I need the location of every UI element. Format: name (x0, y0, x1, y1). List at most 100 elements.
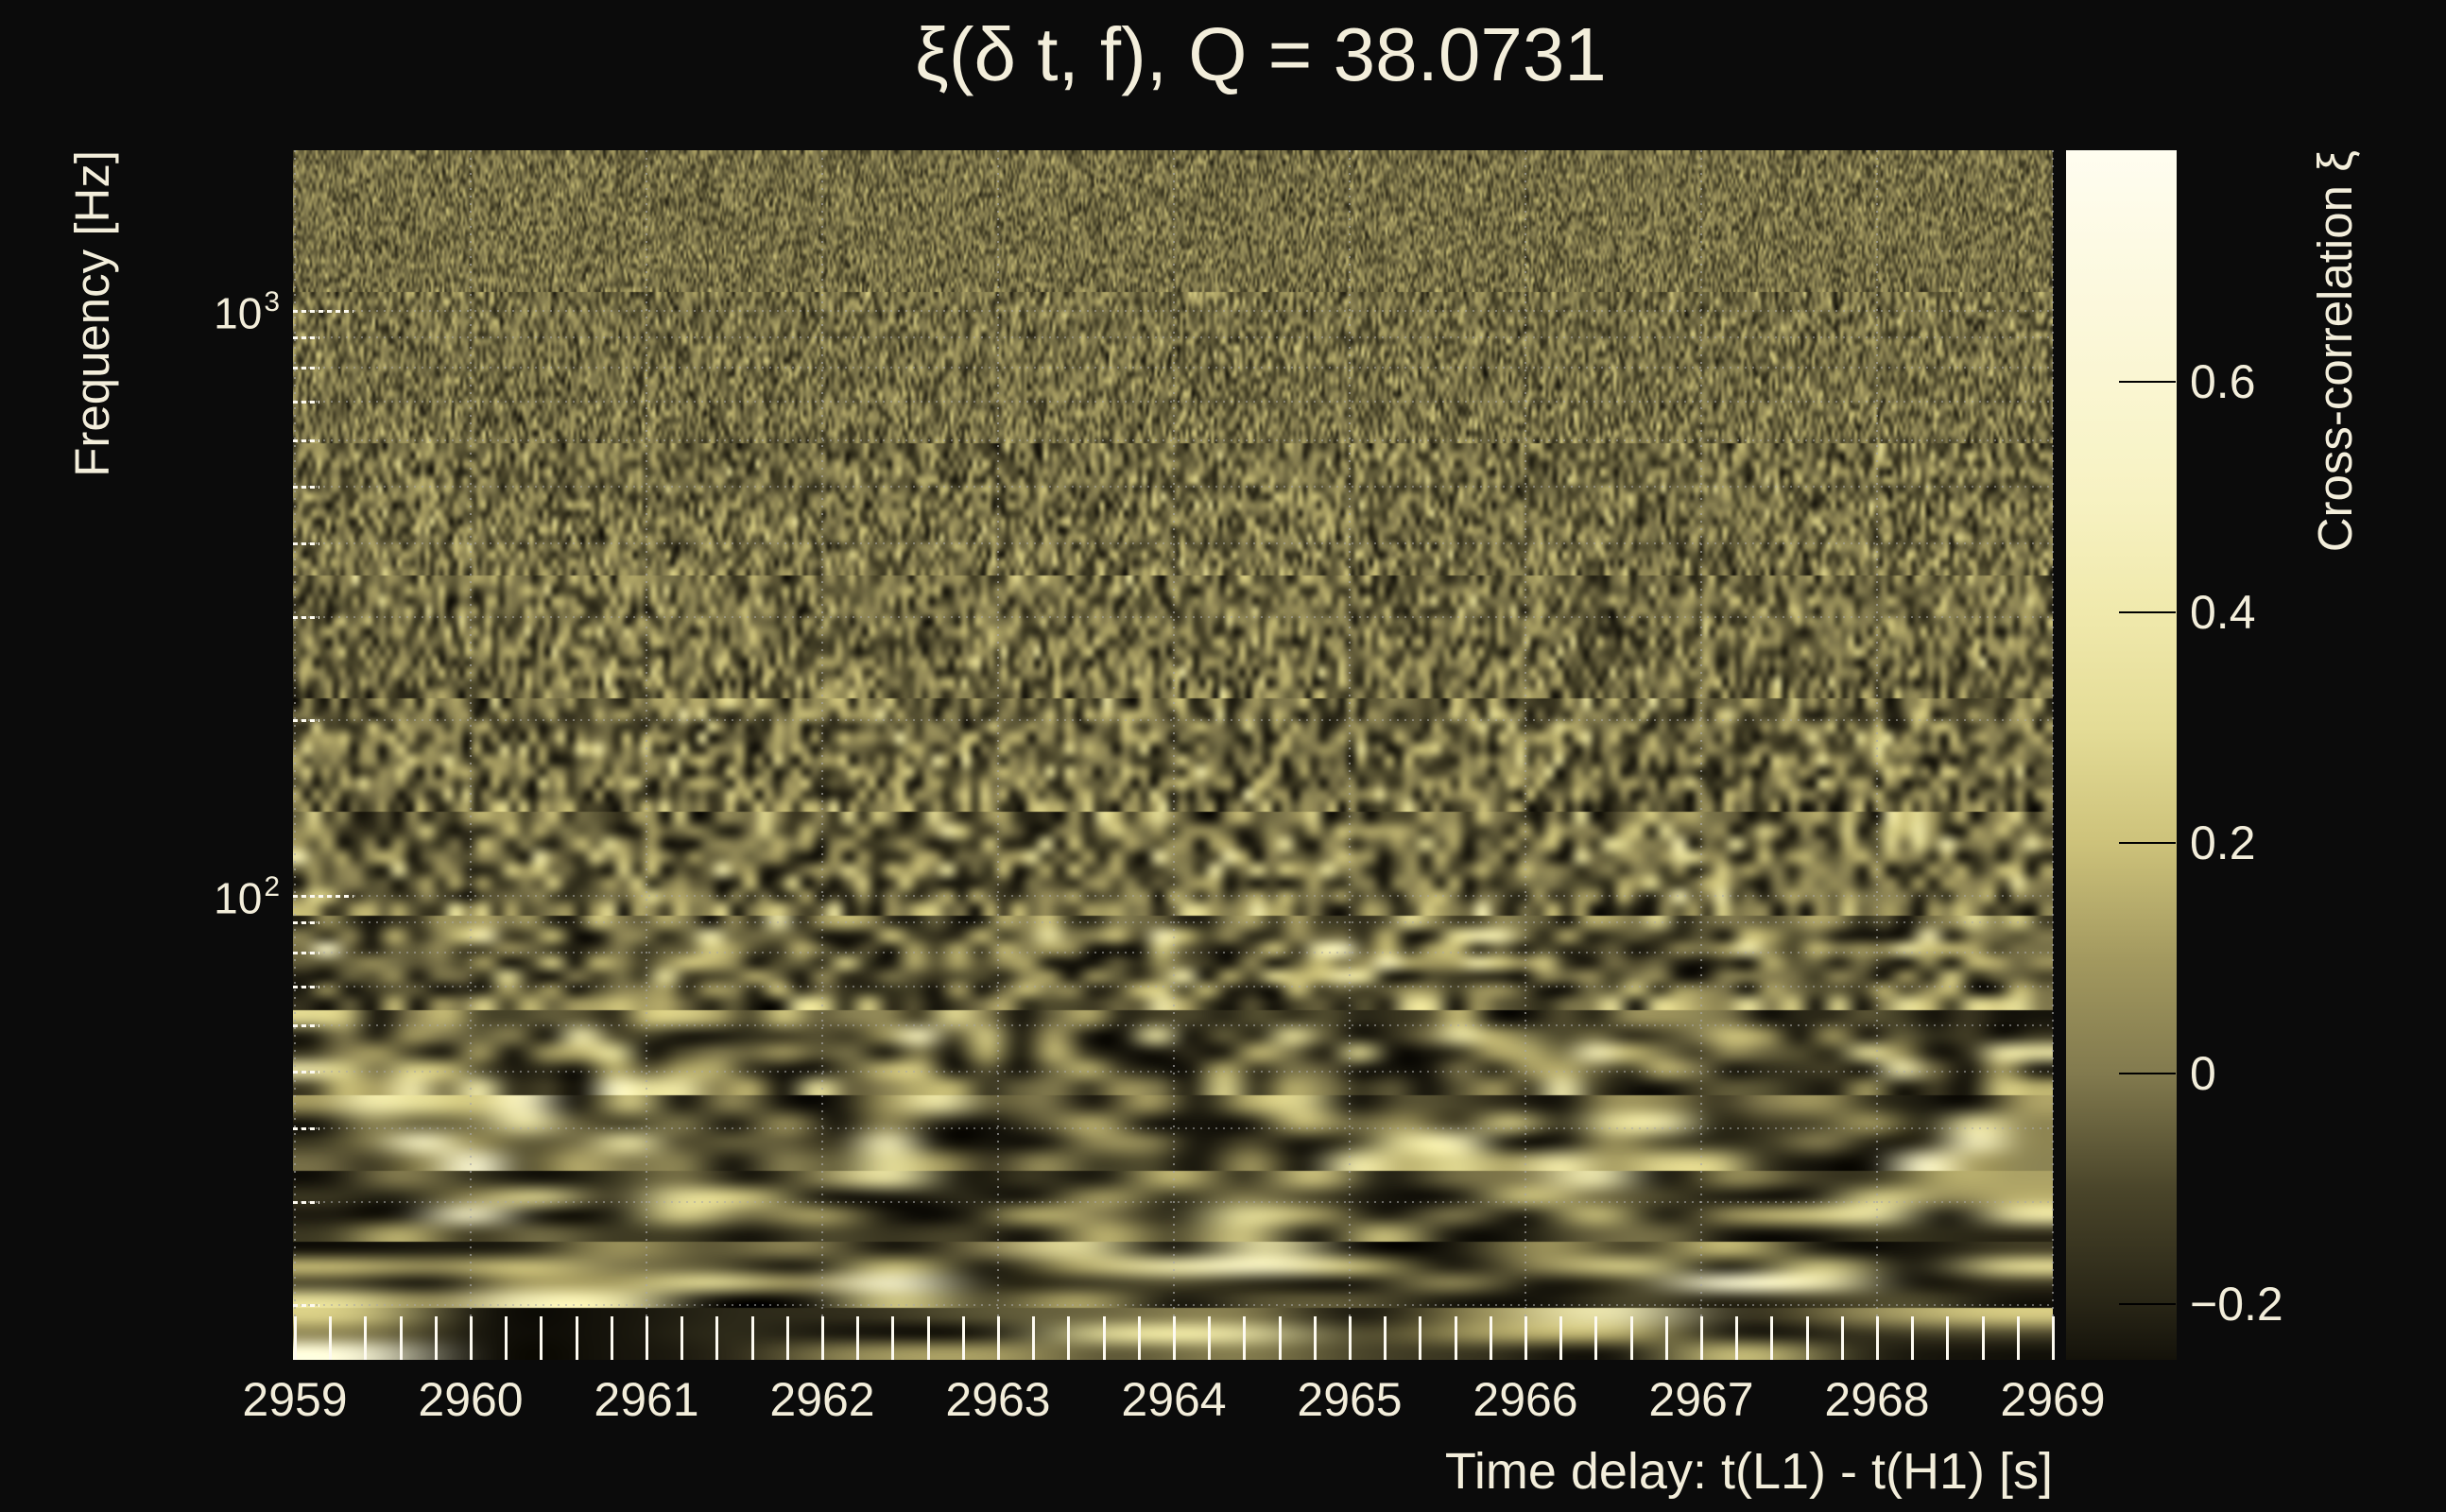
y-axis-title-text: Frequency [Hz] (64, 150, 119, 477)
x-gridline (1876, 150, 1878, 1360)
x-tick-mark (1313, 1316, 1317, 1360)
x-axis-title: Time delay: t(L1) - t(H1) [s] (1444, 1443, 2053, 1500)
x-tick-mark (1454, 1316, 1457, 1360)
x-gridline (1173, 150, 1175, 1360)
x-tick-mark (364, 1316, 368, 1360)
y-gridline (293, 439, 2053, 442)
colorbar-tick-mark (2119, 842, 2176, 845)
y-gridline (293, 921, 2053, 924)
x-tick-mark (1876, 1316, 1879, 1360)
colorbar (2066, 150, 2177, 1360)
colorbar-tick-label: −0.2 (2190, 1278, 2283, 1332)
x-tick-label: 2959 (242, 1373, 348, 1426)
x-tick-label: 2966 (1473, 1373, 1578, 1426)
x-tick-mark (1173, 1316, 1176, 1360)
x-tick-mark (2052, 1316, 2055, 1360)
y-minor-tick-mark (293, 1024, 319, 1028)
x-tick-mark (1594, 1316, 1598, 1360)
x-gridline (1524, 150, 1526, 1360)
plot-area (293, 150, 2055, 1360)
x-tick-mark (1524, 1316, 1527, 1360)
x-tick-mark (961, 1316, 965, 1360)
x-tick-mark (1700, 1316, 1703, 1360)
x-tick-label: 2961 (594, 1373, 699, 1426)
x-tick-mark (505, 1316, 508, 1360)
x-tick-mark (1770, 1316, 1774, 1360)
y-gridline (293, 985, 2053, 988)
x-gridline (470, 150, 472, 1360)
x-tick-mark (1349, 1316, 1352, 1360)
x-tick-mark (997, 1316, 1000, 1360)
x-tick-mark (1278, 1316, 1282, 1360)
y-gridline (293, 310, 2053, 312)
x-tick-mark (1137, 1316, 1141, 1360)
y-axis-title: Frequency [Hz] (59, 150, 125, 1360)
x-tick-mark (926, 1316, 930, 1360)
y-gridline (293, 1200, 2053, 1203)
y-minor-tick-mark (293, 1127, 319, 1131)
x-tick-mark (1067, 1316, 1071, 1360)
y-gridline (293, 366, 2053, 369)
y-gridline (293, 336, 2053, 339)
x-tick-mark (1805, 1316, 1809, 1360)
y-minor-tick-mark (293, 1071, 319, 1074)
x-gridline (821, 150, 823, 1360)
y-major-tick-mark (293, 895, 353, 898)
y-minor-tick-mark (293, 366, 319, 369)
y-gridline (293, 1071, 2053, 1074)
y-gridline (293, 895, 2053, 897)
colorbar-title-text: Cross-correlation ξ (2307, 150, 2362, 553)
y-minor-tick-mark (293, 718, 319, 722)
y-minor-tick-mark (293, 985, 319, 988)
y-minor-tick-mark (293, 921, 319, 925)
x-tick-mark (575, 1316, 578, 1360)
y-gridline (293, 1303, 2053, 1306)
x-tick-mark (1384, 1316, 1387, 1360)
x-tick-label: 2965 (1297, 1373, 1403, 1426)
y-gridline (293, 1024, 2053, 1027)
y-tick-label-exponent: 2 (264, 871, 280, 902)
x-tick-mark (715, 1316, 719, 1360)
x-tick-mark (1032, 1316, 1036, 1360)
y-minor-tick-mark (293, 486, 319, 490)
x-tick-mark (750, 1316, 754, 1360)
y-minor-tick-mark (293, 400, 319, 404)
x-gridline (1349, 150, 1351, 1360)
y-tick-label: 102 (138, 868, 280, 919)
x-gridline (2052, 150, 2054, 1360)
x-tick-mark (1559, 1316, 1563, 1360)
x-tick-label: 2963 (945, 1373, 1051, 1426)
x-tick-mark (434, 1316, 438, 1360)
x-gridline (997, 150, 999, 1360)
y-tick-label-exponent: 3 (264, 286, 280, 318)
y-gridline (293, 615, 2053, 618)
x-tick-mark (856, 1316, 860, 1360)
x-tick-mark (821, 1316, 824, 1360)
x-tick-mark (294, 1316, 297, 1360)
colorbar-tick-mark (2119, 1303, 2176, 1306)
x-tick-mark (610, 1316, 613, 1360)
x-tick-mark (680, 1316, 684, 1360)
x-tick-mark (2016, 1316, 2020, 1360)
x-tick-label: 2960 (418, 1373, 524, 1426)
y-minor-tick-mark (293, 1303, 319, 1307)
y-gridline (293, 542, 2053, 545)
y-gridline (293, 951, 2053, 954)
y-gridline (293, 486, 2053, 489)
y-minor-tick-mark (293, 542, 319, 546)
y-minor-tick-mark (293, 1200, 319, 1204)
colorbar-tick-label: 0 (2190, 1047, 2216, 1101)
x-tick-mark (1419, 1316, 1422, 1360)
x-tick-mark (1489, 1316, 1492, 1360)
colorbar-tick-mark (2119, 381, 2176, 384)
colorbar-tick-label: 0.6 (2190, 355, 2256, 409)
x-tick-mark (646, 1316, 648, 1360)
x-tick-mark (1981, 1316, 1985, 1360)
x-tick-mark (1735, 1316, 1739, 1360)
y-tick-label: 103 (138, 283, 280, 335)
page-title: ξ(δ t, f), Q = 38.0731 (915, 12, 1607, 96)
y-gridline (293, 718, 2053, 721)
x-tick-mark (540, 1316, 543, 1360)
colorbar-tick-mark (2119, 1073, 2176, 1075)
